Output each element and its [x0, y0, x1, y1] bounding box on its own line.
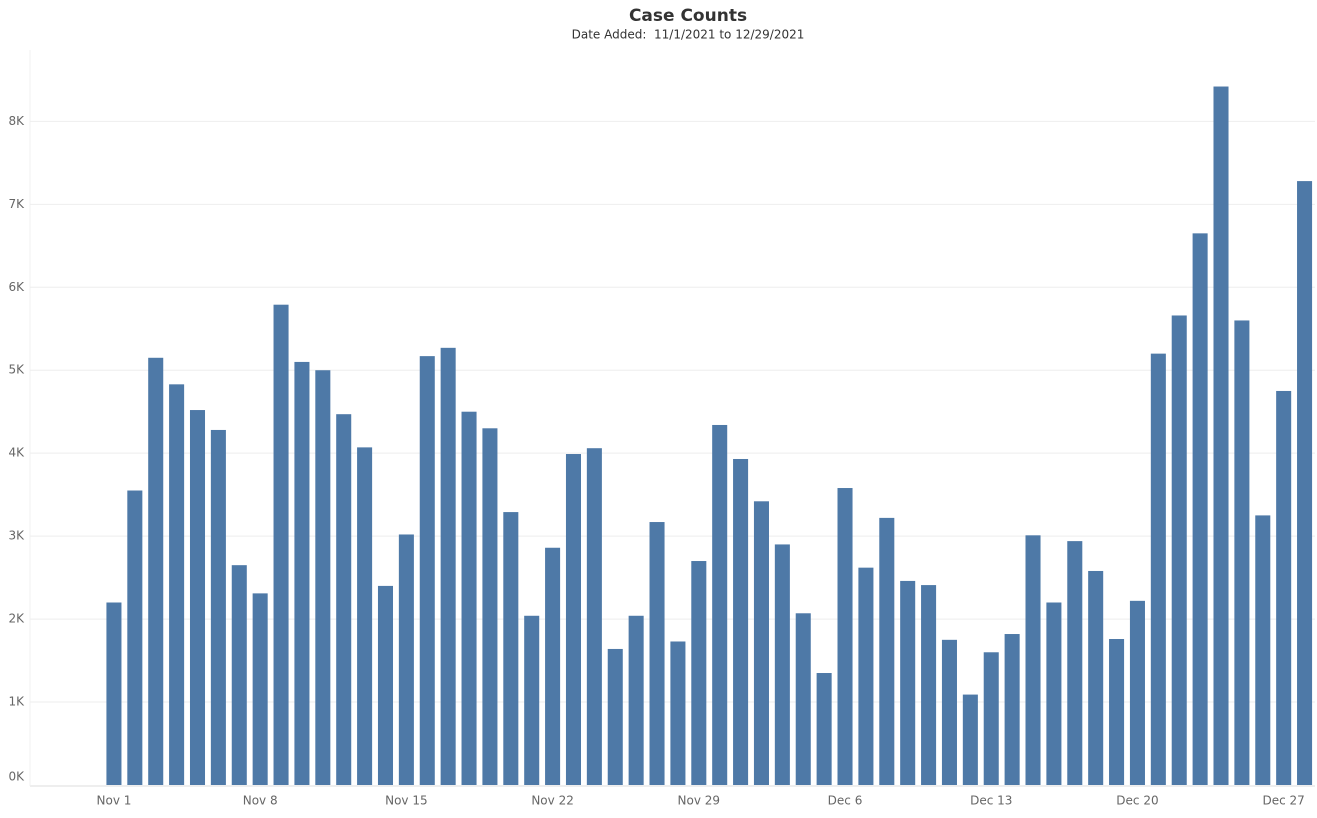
x-tick-label: Dec 20: [1116, 794, 1158, 808]
bar: [1213, 86, 1229, 786]
bar: [649, 522, 665, 785]
bar: [440, 347, 456, 785]
bar: [1276, 390, 1292, 785]
x-tick-label: Nov 22: [531, 794, 574, 808]
bar: [670, 641, 686, 785]
bar: [252, 593, 268, 785]
bar: [1046, 602, 1062, 785]
y-tick-label: 7K: [8, 197, 25, 211]
bar: [837, 488, 853, 785]
bar: [210, 429, 226, 785]
bar: [962, 694, 978, 785]
bar: [1067, 541, 1083, 785]
bar: [1297, 181, 1313, 785]
x-tick-label: Nov 8: [243, 794, 278, 808]
y-tick-label: 1K: [8, 695, 25, 709]
bar: [1234, 320, 1250, 785]
bar: [503, 512, 519, 785]
bar: [921, 585, 937, 785]
bar: [294, 361, 310, 785]
bar: [273, 304, 289, 785]
bar: [1088, 570, 1104, 785]
bar: [357, 447, 373, 785]
bar: [691, 561, 707, 785]
bar: [127, 490, 143, 785]
y-tick-label: 4K: [8, 446, 25, 460]
bar: [733, 458, 749, 785]
bar: [858, 567, 874, 785]
x-tick-label: Dec 13: [970, 794, 1012, 808]
bar: [315, 370, 331, 785]
bar: [712, 424, 728, 785]
bar: [461, 411, 477, 785]
x-tick-label: Dec 6: [828, 794, 863, 808]
y-tick-label: 8K: [8, 114, 25, 128]
bar: [628, 615, 644, 785]
bar: [586, 448, 602, 785]
x-tick-label: Nov 29: [678, 794, 721, 808]
y-tick-label: 6K: [8, 280, 25, 294]
bar: [482, 428, 498, 785]
bar: [169, 384, 185, 785]
bar: [1004, 634, 1020, 785]
bar: [189, 410, 206, 785]
bar: [1192, 233, 1208, 785]
bar: [1025, 535, 1041, 785]
bar: [900, 580, 916, 785]
bar: [795, 613, 811, 785]
bar: [106, 602, 122, 785]
bar: [419, 356, 435, 785]
bar: [983, 652, 999, 785]
y-tick-label: 5K: [8, 363, 25, 377]
bar: [565, 454, 581, 785]
x-tick-label: Dec 27: [1263, 794, 1305, 808]
bar: [753, 501, 769, 785]
x-tick-label: Nov 1: [97, 794, 132, 808]
bar: [231, 565, 247, 785]
bar: [607, 648, 623, 785]
x-tick-label: Nov 15: [385, 794, 428, 808]
y-tick-label: 3K: [8, 529, 25, 543]
bar: [816, 673, 832, 785]
bar: [774, 544, 790, 785]
bar: [879, 517, 895, 785]
bar: [1150, 353, 1166, 785]
bar: [524, 615, 540, 785]
bar: [545, 547, 561, 785]
bar: [148, 357, 164, 785]
y-tick-label: 0K: [8, 770, 25, 784]
bar: [398, 534, 414, 785]
bar: [1255, 515, 1271, 785]
y-tick-label: 2K: [8, 612, 25, 626]
bar: [1171, 315, 1187, 785]
chart-title: Case Counts: [629, 6, 747, 26]
bar: [377, 585, 394, 785]
bar: [1129, 600, 1145, 785]
chart-subtitle: Date Added: 11/1/2021 to 12/29/2021: [572, 28, 805, 42]
bar: [336, 414, 352, 785]
bar: [1109, 639, 1125, 785]
bar: [941, 639, 957, 785]
